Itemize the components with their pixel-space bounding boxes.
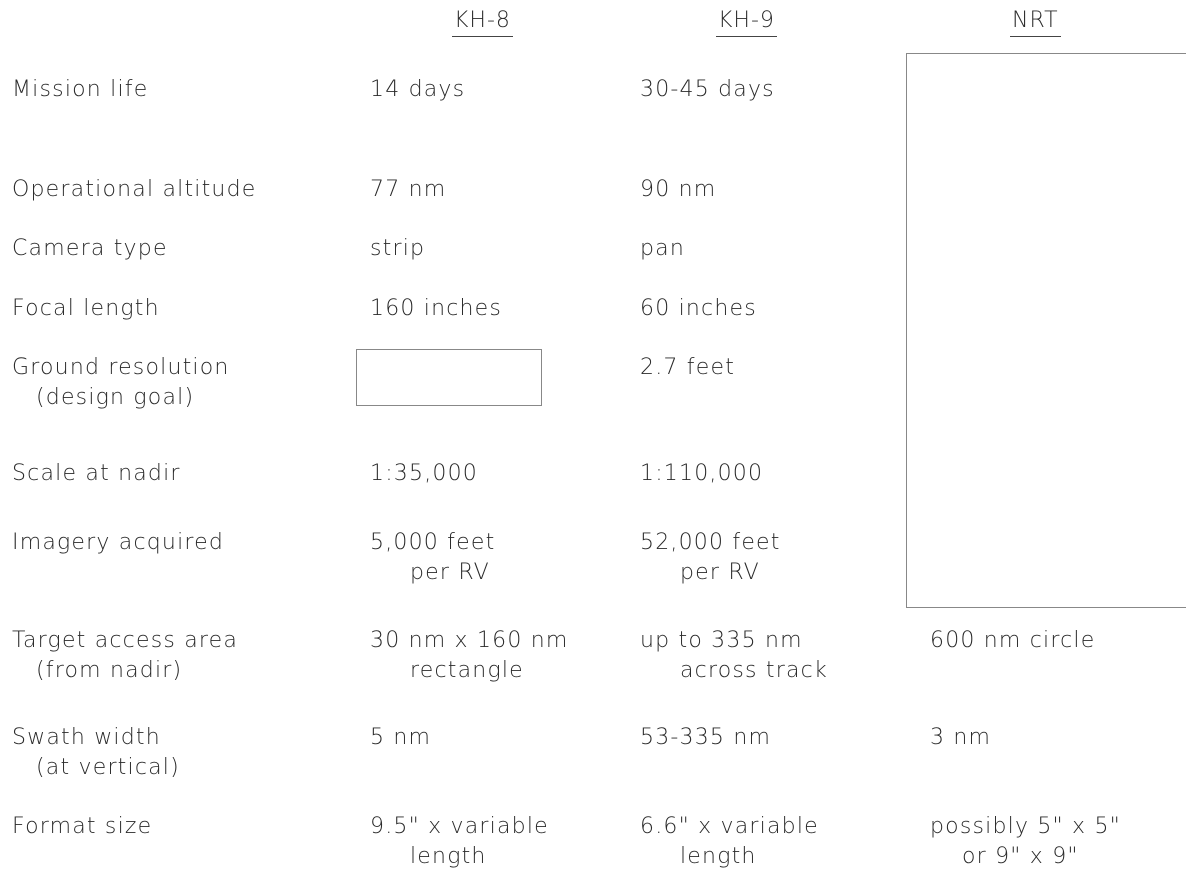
row-label-sub: (at vertical): [36, 755, 180, 780]
cell-kh8: strip: [370, 234, 425, 264]
row-label-text: Target access area: [12, 628, 239, 653]
cell-kh8: 14 days: [370, 75, 465, 105]
cell-kh9-sub: per RV: [680, 560, 760, 585]
cell-kh9: 6.6" x variable length: [640, 812, 819, 872]
cell-kh8-text: 9.5" x variable: [370, 814, 549, 839]
header-nrt: NRT: [1010, 6, 1061, 37]
row-label: Focal length: [12, 294, 160, 324]
table-row: Ground resolution (design goal) 2.7 feet: [0, 353, 1186, 417]
cell-kh8: 5 nm: [370, 723, 431, 753]
cell-kh9-text: 6.6" x variable: [640, 814, 819, 839]
row-label: Operational altitude: [12, 175, 256, 205]
cell-kh9-text: pan: [640, 236, 685, 261]
cell-kh9: 60 inches: [640, 294, 757, 324]
cell-kh8-text: 14 days: [370, 77, 466, 102]
cell-kh8-sub: rectangle: [410, 658, 524, 683]
cell-nrt-text: 600 nm circle: [930, 628, 1096, 653]
cell-kh8: 5,000 feet per RV: [370, 528, 495, 588]
cell-kh8-text: 5,000 feet: [370, 530, 496, 555]
row-label-text: Focal length: [12, 296, 160, 321]
cell-kh9: 1:110,000: [640, 459, 763, 489]
cell-kh9-text: 90 nm: [640, 177, 717, 202]
cell-nrt: 3 nm: [930, 723, 991, 753]
cell-kh9-text: 1:110,000: [640, 461, 764, 486]
row-label-text: Scale at nadir: [12, 461, 181, 486]
row-label: Swath width (at vertical): [12, 723, 180, 783]
cell-kh9: 53-335 nm: [640, 723, 771, 753]
cell-kh8-text: 1:35,000: [370, 461, 478, 486]
cell-kh8: 77 nm: [370, 175, 446, 205]
table-row: Focal length 160 inches 60 inches: [0, 294, 1186, 358]
row-label-sub: (design goal): [36, 385, 195, 410]
header-kh8: KH-8: [452, 6, 513, 37]
cell-kh8: 160 inches: [370, 294, 502, 324]
cell-kh9: 2.7 feet: [640, 353, 735, 383]
row-label: Scale at nadir: [12, 459, 181, 489]
header-kh9-label: KH-9: [716, 6, 777, 37]
row-label-text: Swath width: [12, 725, 161, 750]
table-row: Format size 9.5" x variable length 6.6" x…: [0, 812, 1186, 876]
cell-kh9-text: 52,000 feet: [640, 530, 781, 555]
cell-kh8-sub: per RV: [410, 560, 490, 585]
row-label: Imagery acquired: [12, 528, 224, 558]
cell-kh9: 90 nm: [640, 175, 716, 205]
table-row: Imagery acquired 5,000 feet per RV 52,000…: [0, 528, 1186, 592]
cell-nrt-text: possibly 5" x 5": [930, 814, 1121, 839]
cell-kh8-text: 77 nm: [370, 177, 447, 202]
row-label-text: Mission life: [12, 77, 149, 102]
row-label: Camera type: [12, 234, 168, 264]
cell-kh8-text: 5 nm: [370, 725, 432, 750]
cell-kh9-text: 60 inches: [640, 296, 757, 321]
cell-kh8-text: 160 inches: [370, 296, 503, 321]
row-label: Ground resolution (design goal): [12, 353, 230, 413]
row-label: Mission life: [12, 75, 148, 105]
cell-kh9-text: up to 335 nm: [640, 628, 803, 653]
cell-kh9: pan: [640, 234, 685, 264]
row-label-text: Operational altitude: [12, 177, 257, 202]
cell-kh9: 30-45 days: [640, 75, 775, 105]
header-kh9: KH-9: [716, 6, 777, 37]
cell-kh9-text: 30-45 days: [640, 77, 775, 102]
cell-kh8: 1:35,000: [370, 459, 478, 489]
cell-kh8-text: strip: [370, 236, 426, 261]
redacted-nrt-box: [906, 53, 1186, 608]
table-row: Swath width (at vertical) 5 nm 53-335 nm …: [0, 723, 1186, 787]
row-label-text: Imagery acquired: [12, 530, 225, 555]
cell-kh9-text: 53-335 nm: [640, 725, 772, 750]
table-row: Camera type strip pan: [0, 234, 1186, 298]
row-label: Format size: [12, 812, 152, 842]
row-label-sub: (from nadir): [36, 658, 183, 683]
cell-kh9-sub: length: [680, 844, 757, 869]
cell-kh8: 30 nm x 160 nm rectangle: [370, 626, 569, 686]
redacted-kh8-resolution-box: [356, 349, 542, 406]
cell-kh9: up to 335 nm across track: [640, 626, 828, 686]
row-label-text: Camera type: [12, 236, 168, 261]
cell-kh8: 9.5" x variable length: [370, 812, 549, 872]
cell-kh8-sub: length: [410, 844, 487, 869]
row-label-text: Ground resolution: [12, 355, 230, 380]
header-nrt-label: NRT: [1010, 6, 1061, 37]
cell-nrt: possibly 5" x 5" or 9" x 9": [930, 812, 1121, 872]
cell-kh9-sub: across track: [680, 658, 828, 683]
cell-nrt: 600 nm circle: [930, 626, 1095, 656]
cell-nrt-sub: or 9" x 9": [962, 844, 1079, 869]
table-row: Scale at nadir 1:35,000 1:110,000: [0, 459, 1186, 523]
table-row: Operational altitude 77 nm 90 nm: [0, 175, 1186, 239]
header-kh8-label: KH-8: [452, 6, 513, 37]
table-row: Target access area (from nadir) 30 nm x 1…: [0, 626, 1186, 690]
cell-kh9-text: 2.7 feet: [640, 355, 736, 380]
cell-kh8-text: 30 nm x 160 nm: [370, 628, 569, 653]
row-label: Target access area (from nadir): [12, 626, 238, 686]
cell-kh9: 52,000 feet per RV: [640, 528, 781, 588]
table-row: Mission life 14 days 30-45 days: [0, 75, 1186, 139]
cell-nrt-text: 3 nm: [930, 725, 992, 750]
row-label-text: Format size: [12, 814, 153, 839]
